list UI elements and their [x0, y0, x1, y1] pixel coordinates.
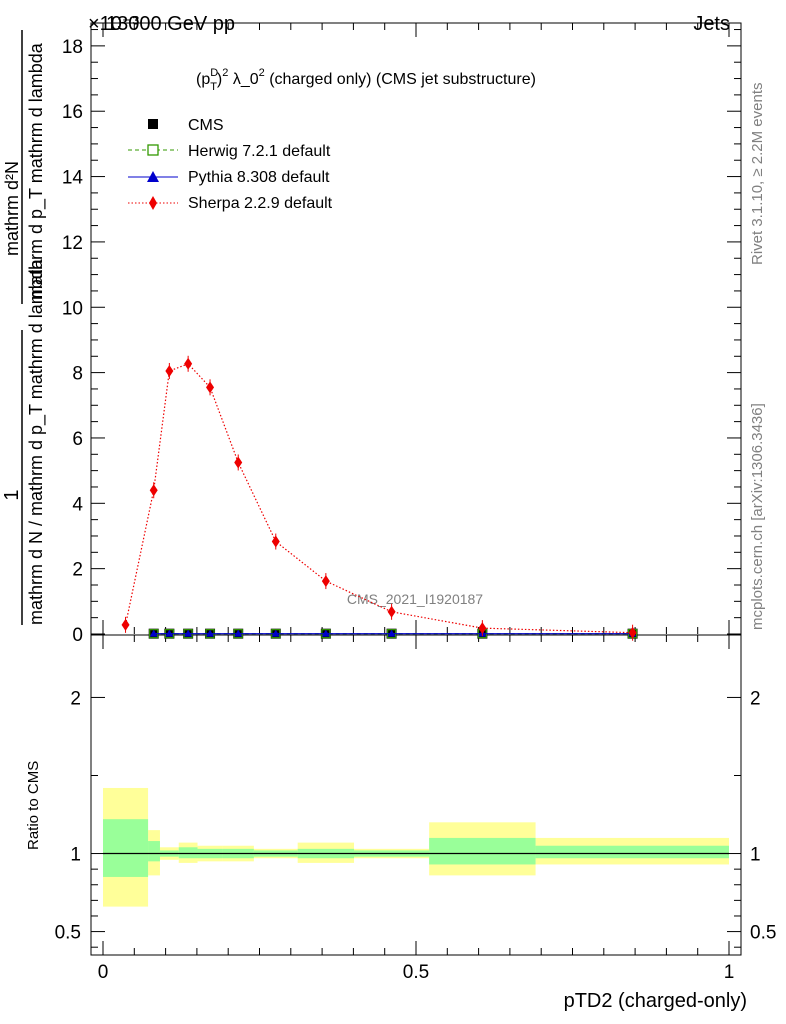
main-frame	[90, 22, 742, 636]
main-y-tick-label: 18	[62, 37, 83, 58]
main-y-tick-label: 4	[72, 494, 83, 515]
legend: CMS Herwig 7.2.1 default Pythia 8.308 de…	[128, 117, 333, 212]
y-title-den2: mathrm d p_T mathrm d lambda	[26, 42, 47, 300]
data-point	[271, 629, 280, 637]
ratio-y-tick-label-right: 2	[750, 688, 761, 709]
ratio-ticks: 0.5 0.5 1 1 2 2	[55, 688, 776, 948]
ratio-y-tick-label: 1	[70, 845, 81, 866]
left-title: 13000 GeV pp	[106, 13, 235, 35]
main-x-ticks: 0 0.5 1	[98, 23, 735, 983]
main-y-tick-label: 0	[72, 625, 83, 646]
main-y-tick-label: 14	[62, 168, 84, 189]
exponent-label: ×10⁻³	[88, 13, 139, 35]
plot-title: (pD T)2 λ_02 (charged only) (CMS jet subs…	[196, 67, 536, 93]
mcplots-label: mcplots.cern.ch [arXiv:1306.3436]	[749, 403, 766, 630]
data-point	[149, 484, 158, 497]
right-title: Jets	[693, 13, 730, 35]
main-y-tick-label: 12	[62, 233, 83, 254]
data-point	[234, 456, 243, 469]
y-title-num1: 1	[1, 489, 23, 500]
data-point	[387, 629, 396, 637]
main-y-tick-label: 2	[72, 560, 83, 581]
legend-marker-cms	[148, 119, 158, 129]
legend-marker-sherpa	[149, 196, 157, 210]
ratio-y-tick-label: 2	[70, 688, 81, 709]
legend-marker-herwig	[147, 144, 159, 156]
ratio-y-label: Ratio to CMS	[25, 761, 42, 850]
series-line	[124, 363, 633, 634]
data-point	[321, 575, 330, 588]
analysis-id: CMS_2021_I1920187	[347, 591, 483, 607]
ratio-y-tick-label-right: 1	[750, 845, 761, 866]
series-layer	[121, 355, 638, 641]
x-tick-label: 0.5	[403, 962, 429, 983]
x-axis-label: pTD2 (charged-only)	[564, 990, 747, 1012]
ratio-bands	[103, 787, 729, 907]
data-point	[165, 364, 174, 377]
main-y-ticks: 0 2 4 6 8 10 12 14 16 18	[62, 29, 741, 646]
data-point	[206, 629, 215, 637]
legend-label-cms: CMS	[188, 117, 224, 134]
main-y-tick-label: 8	[72, 364, 83, 385]
data-point	[149, 629, 158, 637]
series-diamond	[121, 355, 637, 641]
legend-label-pythia: Pythia 8.308 default	[188, 169, 330, 186]
data-point	[165, 629, 174, 637]
data-point	[478, 622, 487, 635]
main-y-tick-label: 16	[62, 102, 83, 123]
legend-label-sherpa: Sherpa 2.2.9 default	[188, 195, 333, 212]
legend-label-herwig: Herwig 7.2.1 default	[188, 143, 331, 160]
data-point	[387, 605, 396, 618]
data-point	[184, 357, 193, 370]
ratio-inner-band	[535, 845, 729, 859]
rivet-label: Rivet 3.1.10, ≥ 2.2M events	[749, 83, 766, 266]
y-title-num2: mathrm d²N	[2, 161, 22, 256]
data-point	[206, 381, 215, 394]
data-point	[628, 626, 637, 639]
main-y-tick-label: 10	[62, 298, 83, 319]
data-point	[321, 629, 330, 637]
ratio-inner-band	[103, 819, 149, 877]
data-point	[234, 629, 243, 637]
ratio-inner-band	[178, 847, 198, 859]
ratio-frame	[90, 634, 742, 956]
ratio-y-tick-label: 0.5	[55, 923, 81, 944]
ratio-inner-band	[429, 837, 536, 865]
series-triangle	[149, 629, 637, 637]
data-point	[184, 629, 193, 637]
ratio-inner-band	[148, 841, 160, 862]
main-y-tick-label: 6	[72, 429, 83, 450]
x-tick-label: 0	[98, 962, 109, 983]
legend-marker-pythia	[147, 171, 159, 182]
y-axis-title-main: 1 mathrm d N / mathrm d p_T mathrm d lam…	[1, 30, 47, 625]
data-point	[121, 618, 130, 631]
data-point	[271, 535, 280, 548]
x-tick-label: 1	[724, 962, 735, 983]
y-title-den1: mathrm d N / mathrm d p_T mathrm d lambd…	[26, 258, 47, 625]
ratio-y-tick-label-right: 0.5	[750, 923, 776, 944]
